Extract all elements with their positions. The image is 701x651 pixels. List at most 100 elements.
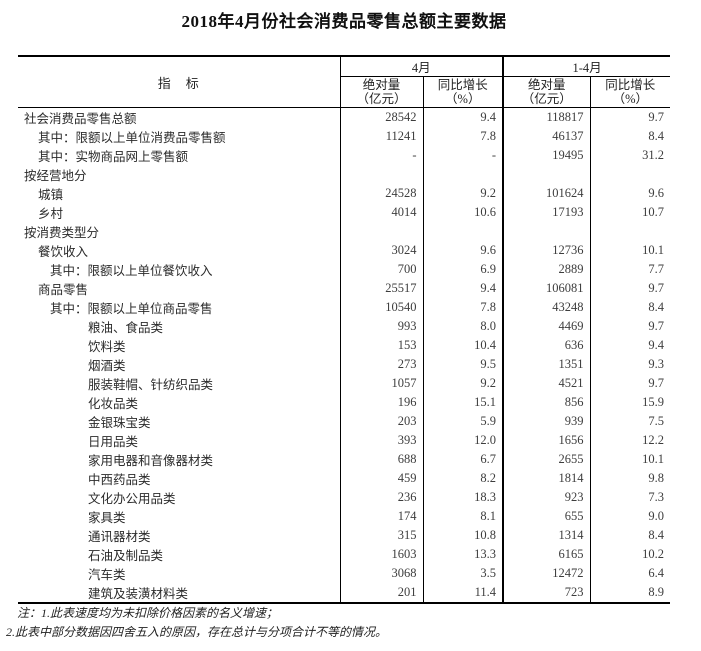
value-cell: 28542: [339, 107, 423, 127]
value-cell: 4014: [339, 203, 423, 222]
value-cell: 10.1: [589, 241, 671, 260]
column-group-april: 4月: [339, 56, 504, 77]
value-cell: 153: [339, 336, 423, 355]
value-cell: 12736: [502, 241, 591, 260]
indicator-cell: 按消费类型分: [24, 226, 100, 240]
absolute-unit-label: （亿元）: [356, 92, 407, 106]
value-cell: 6.4: [589, 564, 671, 583]
value-cell: 10.8: [422, 526, 504, 545]
value-cell: 2655: [502, 450, 591, 469]
indicator-cell: 通讯器材类: [88, 530, 151, 544]
value-cell: 273: [339, 355, 423, 374]
table-row: 其中：限额以上单位商品零售 10540 7.8 43248 8.4: [18, 298, 671, 317]
retail-sales-table: 指 标 4月 1-4月 绝对量 （亿元） 同比增长 （%） 绝对量 （亿元）: [18, 55, 671, 604]
value-cell: 723: [502, 583, 591, 603]
growth-label: 同比增长: [605, 78, 656, 92]
april-absolute-header: 绝对量 （亿元）: [339, 76, 423, 108]
value-cell: 15.9: [589, 393, 671, 412]
value-cell: 393: [339, 431, 423, 450]
growth-unit-label: （%）: [612, 92, 648, 106]
value-cell: 9.6: [589, 184, 671, 203]
indicator-column-header: 指 标: [18, 56, 340, 108]
value-cell: 1814: [502, 469, 591, 488]
value-cell: 9.2: [422, 374, 504, 393]
value-cell: 19495: [502, 146, 591, 165]
indicator-cell: 饮料类: [88, 340, 126, 354]
indicator-cell: 其中：实物商品网上零售额: [38, 150, 189, 164]
indicator-cell: 石油及制品类: [88, 549, 164, 563]
value-cell: [589, 165, 671, 184]
value-cell: 9.7: [589, 279, 671, 298]
value-cell: 700: [339, 260, 423, 279]
value-cell: 31.2: [589, 146, 671, 165]
value-cell: 4521: [502, 374, 591, 393]
page-title: 2018年4月份社会消费品零售总额主要数据: [181, 12, 507, 31]
table-header: 指 标 4月 1-4月 绝对量 （亿元） 同比增长 （%） 绝对量 （亿元）: [18, 56, 671, 108]
value-cell: 856: [502, 393, 591, 412]
table-row: 餐饮收入 3024 9.6 12736 10.1: [18, 241, 671, 260]
jan-apr-growth-header: 同比增长 （%）: [589, 76, 671, 108]
value-cell: 8.4: [589, 298, 671, 317]
value-cell: 11.4: [422, 583, 504, 603]
footnote-2: 2.此表中部分数据因四舍五入的原因，存在总计与分项合计不等的情况。: [6, 625, 388, 639]
table-row: 汽车类 3068 3.5 12472 6.4: [18, 564, 671, 583]
value-cell: 9.0: [589, 507, 671, 526]
absolute-unit-label: （亿元）: [521, 92, 572, 106]
value-cell: 236: [339, 488, 423, 507]
value-cell: 993: [339, 317, 423, 336]
value-cell: [589, 222, 671, 241]
value-cell: 9.7: [589, 107, 671, 127]
value-cell: 12.2: [589, 431, 671, 450]
indicator-cell: 烟酒类: [88, 359, 126, 373]
value-cell: 12472: [502, 564, 591, 583]
value-cell: [339, 222, 423, 241]
value-cell: 196: [339, 393, 423, 412]
table-row: 粮油、食品类 993 8.0 4469 9.7: [18, 317, 671, 336]
april-growth-header: 同比增长 （%）: [422, 76, 504, 108]
table-row: 建筑及装潢材料类 201 11.4 723 8.9: [18, 583, 671, 603]
value-cell: 5.9: [422, 412, 504, 431]
table-row: 商品零售 25517 9.4 106081 9.7: [18, 279, 671, 298]
table-row: 服装鞋帽、针纺织品类 1057 9.2 4521 9.7: [18, 374, 671, 393]
table-row: 日用品类 393 12.0 1656 12.2: [18, 431, 671, 450]
value-cell: 655: [502, 507, 591, 526]
indicator-cell: 其中：限额以上单位消费品零售额: [38, 131, 226, 145]
indicator-cell: 粮油、食品类: [88, 321, 164, 335]
value-cell: 25517: [339, 279, 423, 298]
table-row: 石油及制品类 1603 13.3 6165 10.2: [18, 545, 671, 564]
value-cell: 8.2: [422, 469, 504, 488]
table-row: 文化办公用品类 236 18.3 923 7.3: [18, 488, 671, 507]
value-cell: 12.0: [422, 431, 504, 450]
value-cell: 7.5: [589, 412, 671, 431]
table-row: 其中：限额以上单位消费品零售额 11241 7.8 46137 8.4: [18, 127, 671, 146]
value-cell: 8.9: [589, 583, 671, 603]
jan-apr-absolute-header: 绝对量 （亿元）: [502, 76, 591, 108]
header-row-measures: 绝对量 （亿元） 同比增长 （%） 绝对量 （亿元） 同比增长 （%）: [18, 76, 671, 108]
table-row: 家用电器和音像器材类 688 6.7 2655 10.1: [18, 450, 671, 469]
indicator-cell: 其中：限额以上单位餐饮收入: [50, 264, 213, 278]
value-cell: 10.7: [589, 203, 671, 222]
indicator-cell: 文化办公用品类: [88, 492, 176, 506]
value-cell: [339, 165, 423, 184]
value-cell: 9.7: [589, 374, 671, 393]
value-cell: -: [339, 146, 423, 165]
value-cell: 7.8: [422, 127, 504, 146]
growth-label: 同比增长: [437, 78, 488, 92]
value-cell: 9.2: [422, 184, 504, 203]
value-cell: 46137: [502, 127, 591, 146]
value-cell: 43248: [502, 298, 591, 317]
value-cell: 6165: [502, 545, 591, 564]
value-cell: 9.4: [422, 107, 504, 127]
value-cell: 10540: [339, 298, 423, 317]
value-cell: 6.9: [422, 260, 504, 279]
value-cell: 13.3: [422, 545, 504, 564]
value-cell: 7.3: [589, 488, 671, 507]
value-cell: 7.7: [589, 260, 671, 279]
value-cell: 315: [339, 526, 423, 545]
table-row: 其中：限额以上单位餐饮收入 700 6.9 2889 7.7: [18, 260, 671, 279]
value-cell: 1351: [502, 355, 591, 374]
indicator-cell: 汽车类: [88, 568, 126, 582]
value-cell: 8.1: [422, 507, 504, 526]
indicator-cell: 乡村: [38, 207, 64, 221]
